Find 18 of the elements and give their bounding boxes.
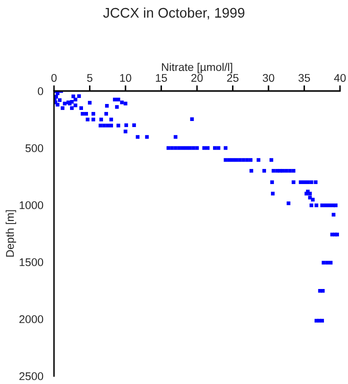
x-tick-label: 5: [87, 74, 92, 82]
y-tick-label: 2000: [19, 315, 44, 324]
x-tick-label: 40: [334, 74, 346, 82]
x-tick-label: 25: [227, 74, 238, 82]
x-tick-label: 20: [191, 74, 203, 82]
y-tick-label: 0: [38, 87, 44, 96]
y-tick-label: 500: [25, 144, 44, 152]
x-tick-label: 10: [120, 74, 132, 82]
chart-title: JCCX in October, 1999: [103, 8, 244, 20]
y-tick-label: 1000: [20, 201, 44, 210]
x-tick-label: 30: [262, 74, 274, 82]
y-tick-label: 1500: [20, 258, 44, 266]
x-tick-label: 15: [156, 74, 167, 82]
x-axis-title: Nitrate [µmol/l]: [162, 62, 232, 74]
x-tick-label: 35: [298, 74, 310, 82]
x-tick-label: 0: [51, 74, 57, 82]
y-axis-title: Depth [m]: [6, 210, 16, 257]
y-tick-label: 2500: [19, 372, 44, 380]
